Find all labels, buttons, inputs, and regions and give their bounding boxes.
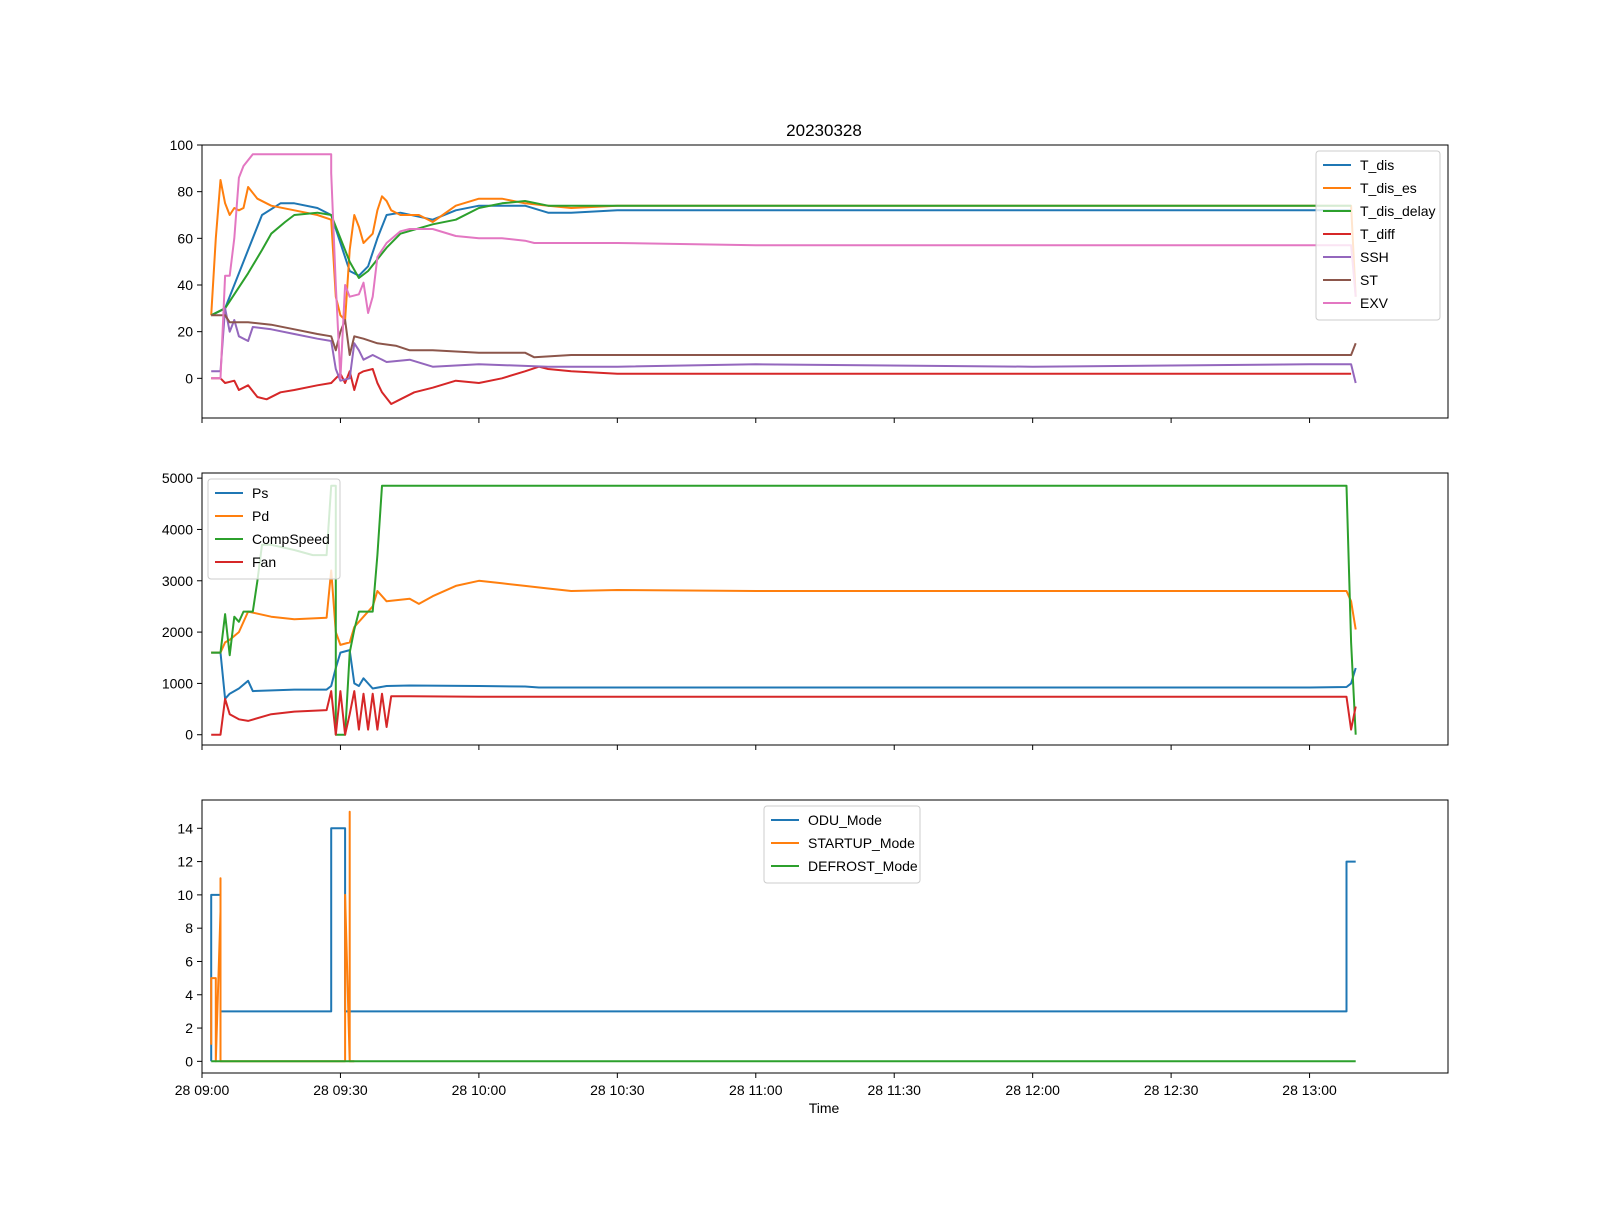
x-tick-label: 28 10:30	[590, 1082, 645, 1098]
axes-frame	[201, 472, 1449, 746]
x-tick-label: 28 12:30	[1144, 1082, 1199, 1098]
x-tick-label: 28 13:00	[1282, 1082, 1337, 1098]
y-tick-label: 100	[170, 137, 194, 153]
legend-label-ODU_Mode: ODU_Mode	[808, 812, 882, 828]
legend-box	[763, 805, 921, 884]
y-tick-label: 12	[177, 854, 193, 870]
series-line-Pd	[211, 569, 1357, 654]
y-tick-label: 4	[185, 987, 193, 1003]
y-tick-label: 2	[185, 1020, 193, 1036]
y-tick-label: 2000	[162, 624, 193, 640]
legend-box	[207, 478, 341, 580]
legend-label-T_dis_delay: T_dis_delay	[1360, 203, 1436, 219]
axes-frame	[201, 144, 1449, 419]
x-tick-label: 28 09:00	[175, 1082, 230, 1098]
series-line-T_diff	[211, 365, 1352, 405]
x-tick-label: 28 12:00	[1005, 1082, 1060, 1098]
legend-label-DEFROST_Mode: DEFROST_Mode	[808, 858, 918, 874]
y-tick-label: 0	[185, 370, 193, 386]
y-tick-label: 6	[185, 953, 193, 969]
y-tick-label: 0	[185, 1053, 193, 1069]
series-line-ODU_Mode	[210, 827, 1356, 1062]
y-tick-label: 20	[177, 324, 193, 340]
x-tick-label: 28 11:00	[729, 1082, 783, 1098]
series-line-Ps	[211, 649, 1357, 700]
legend-label-CompSpeed: CompSpeed	[252, 531, 330, 547]
legend-label-T_dis_es: T_dis_es	[1360, 180, 1417, 196]
y-tick-label: 3000	[162, 573, 193, 589]
legend-label-Pd: Pd	[252, 508, 269, 524]
legend-label-ST: ST	[1360, 272, 1378, 288]
legend-label-Ps: Ps	[252, 485, 268, 501]
y-tick-label: 40	[177, 277, 193, 293]
series-line-Fan	[211, 690, 1357, 736]
y-tick-label: 8	[185, 920, 193, 936]
y-tick-label: 0	[185, 727, 193, 743]
legend-label-SSH: SSH	[1360, 249, 1389, 265]
y-tick-label: 5000	[162, 470, 193, 486]
series-line-SSH	[211, 307, 1357, 384]
x-tick-label: 28 11:30	[867, 1082, 921, 1098]
legend: ODU_Mode STARTUP_Mode DEFROST_Mode	[763, 805, 921, 884]
y-tick-label: 80	[177, 184, 193, 200]
subplot-3: 0 2 4 6 8 10 12 14 28 09:00 28 09:30 28 10:00 28 10…	[175, 799, 1449, 1098]
series-line-EXV	[211, 153, 1357, 380]
subplot-1: 020406080100T_disT_dis_esT_dis_delayT_di…	[170, 137, 1449, 423]
x-tick-label: 28 10:00	[452, 1082, 507, 1098]
chart-title: 20230328	[786, 121, 862, 140]
subplot-2: 0 1000 2000 3000 4000 5000 Ps Pd CompSpeed Fan	[162, 470, 1449, 750]
legend-label-STARTUP_Mode: STARTUP_Mode	[808, 835, 915, 851]
legend-label-Fan: Fan	[252, 554, 276, 570]
series-line-T_dis	[210, 202, 1352, 317]
subplots: 020406080100T_disT_dis_esT_dis_delayT_di…	[162, 137, 1449, 1098]
y-tick-label: 10	[177, 887, 193, 903]
y-tick-label: 4000	[162, 521, 193, 537]
legend-label-T_dis: T_dis	[1360, 157, 1394, 173]
legend-label-T_diff: T_diff	[1360, 226, 1395, 242]
legend: T_dis T_dis_es T_dis_delay T_diff SSH ST EXV	[1315, 150, 1441, 321]
y-tick-label: 1000	[162, 675, 193, 691]
legend: Ps Pd CompSpeed Fan	[207, 478, 341, 580]
x-tick-label: 28 09:30	[313, 1082, 368, 1098]
legend-label-EXV: EXV	[1360, 295, 1389, 311]
y-tick-label: 14	[177, 820, 193, 836]
y-tick-label: 60	[177, 230, 193, 246]
axes-frame	[201, 799, 1449, 1074]
series-line-T_dis_delay	[210, 200, 1352, 317]
series-line-ST	[211, 314, 1357, 359]
series-line-STARTUP_Mode	[210, 810, 355, 1063]
x-axis-label: Time	[809, 1100, 840, 1116]
legend-box	[1315, 150, 1441, 321]
